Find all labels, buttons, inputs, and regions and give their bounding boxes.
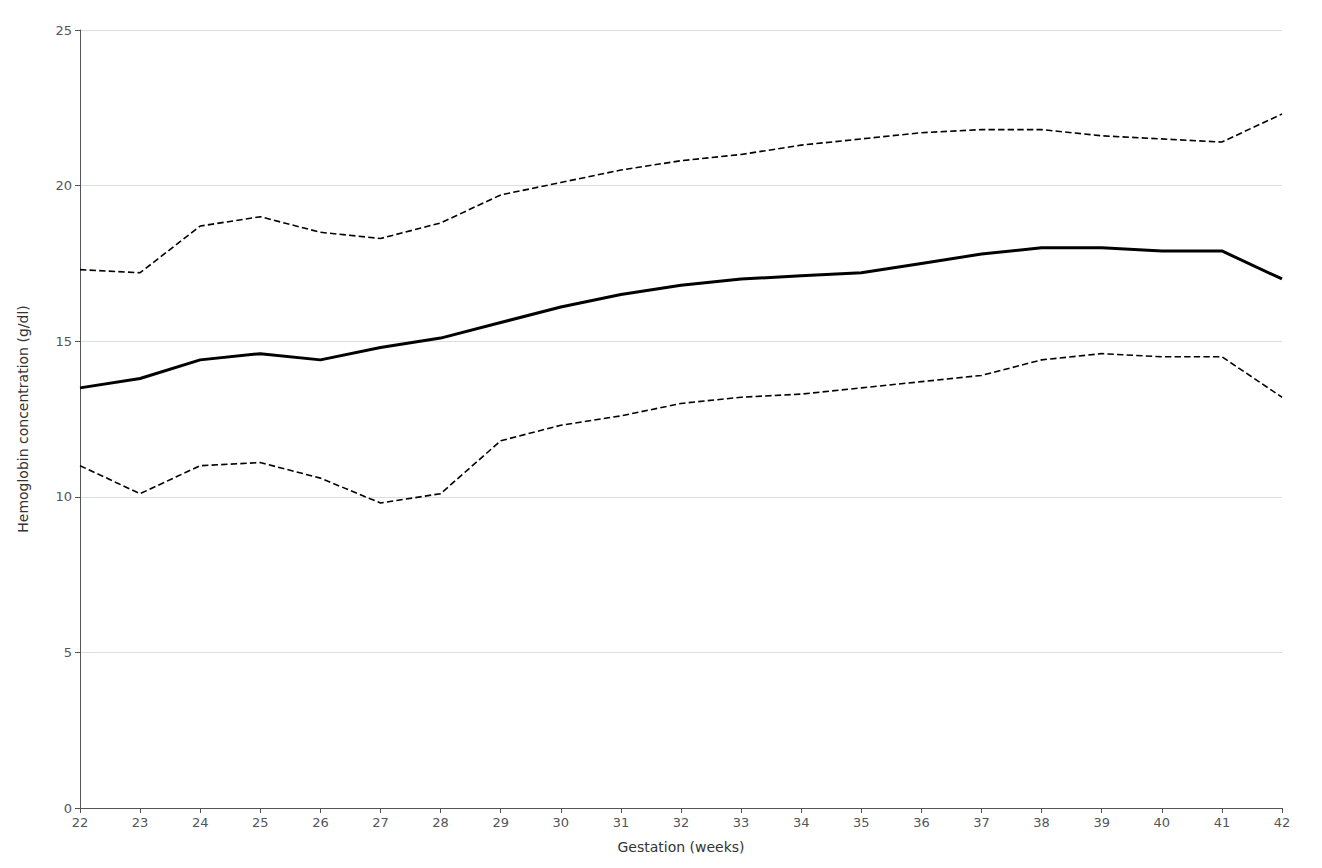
- svg-text:10: 10: [55, 489, 72, 504]
- svg-text:25: 25: [252, 815, 269, 830]
- svg-text:15: 15: [55, 334, 72, 349]
- svg-text:35: 35: [853, 815, 870, 830]
- svg-text:36: 36: [913, 815, 930, 830]
- svg-text:Hemoglobin concentration (g/dl: Hemoglobin concentration (g/dl): [15, 305, 31, 533]
- svg-text:37: 37: [973, 815, 990, 830]
- svg-text:23: 23: [132, 815, 149, 830]
- svg-text:34: 34: [793, 815, 810, 830]
- svg-text:26: 26: [312, 815, 329, 830]
- svg-text:29: 29: [492, 815, 509, 830]
- svg-text:33: 33: [733, 815, 750, 830]
- svg-text:30: 30: [553, 815, 570, 830]
- svg-text:27: 27: [372, 815, 389, 830]
- svg-text:5: 5: [64, 645, 72, 660]
- svg-text:42: 42: [1274, 815, 1291, 830]
- svg-text:24: 24: [192, 815, 209, 830]
- svg-text:20: 20: [55, 178, 72, 193]
- svg-text:39: 39: [1093, 815, 1110, 830]
- svg-text:22: 22: [72, 815, 89, 830]
- svg-text:28: 28: [432, 815, 449, 830]
- svg-text:25: 25: [55, 23, 72, 38]
- svg-text:0: 0: [64, 801, 72, 816]
- svg-text:38: 38: [1033, 815, 1050, 830]
- svg-text:40: 40: [1154, 815, 1171, 830]
- svg-text:32: 32: [673, 815, 690, 830]
- svg-text:41: 41: [1214, 815, 1231, 830]
- svg-text:31: 31: [613, 815, 630, 830]
- svg-text:Gestation (weeks): Gestation (weeks): [617, 839, 744, 855]
